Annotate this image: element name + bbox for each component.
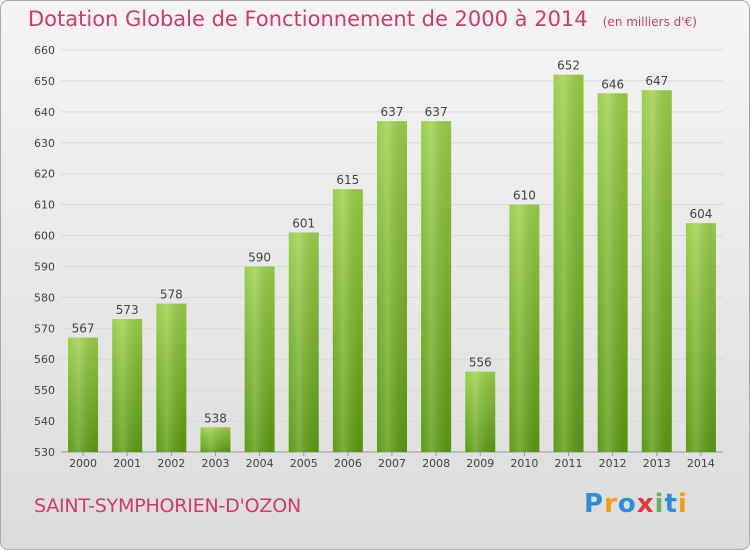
bar-sheen [68, 337, 99, 452]
y-tick-label: 530 [34, 446, 55, 459]
y-tick-label: 560 [34, 353, 55, 366]
y-tick-label: 590 [34, 260, 55, 273]
data-label: 567 [72, 322, 95, 336]
x-tick-label: 2011 [555, 457, 583, 470]
chart-unit: (en milliers d'€) [602, 15, 697, 29]
x-tick-label: 2013 [643, 457, 671, 470]
x-tick-label: 2010 [510, 457, 538, 470]
title-row: Dotation Globale de Fonctionnement de 20… [28, 7, 697, 31]
y-tick-label: 580 [34, 291, 55, 304]
x-tick-label: 2001 [113, 457, 141, 470]
y-tick-label: 630 [34, 137, 55, 150]
chart-title: Dotation Globale de Fonctionnement de 20… [28, 7, 588, 31]
data-label: 647 [645, 74, 668, 88]
y-tick-label: 550 [34, 384, 55, 397]
data-label: 652 [557, 59, 580, 73]
y-tick-label: 600 [34, 230, 55, 243]
x-tick-label: 2007 [378, 457, 406, 470]
y-tick-label: 660 [34, 44, 55, 57]
bar-sheen [597, 93, 628, 453]
y-tick-label: 620 [34, 168, 55, 181]
x-tick-label: 2014 [687, 457, 715, 470]
data-label: 646 [601, 77, 624, 91]
x-tick-label: 2005 [290, 457, 318, 470]
bar-sheen [288, 232, 319, 452]
proxiti-logo: Proxiti [584, 489, 688, 519]
bar-sheen [112, 319, 143, 452]
bar-sheen [332, 189, 363, 452]
bar-sheen [641, 90, 672, 452]
data-label: 573 [116, 303, 139, 317]
data-label: 615 [336, 173, 359, 187]
data-label: 601 [292, 216, 315, 230]
x-tick-label: 2006 [334, 457, 362, 470]
commune-name: SAINT-SYMPHORIEN-D'OZON [34, 495, 301, 517]
bar-sheen [465, 371, 496, 452]
x-tick-label: 2003 [201, 457, 229, 470]
bar-sheen [421, 121, 452, 452]
y-tick-label: 650 [34, 75, 55, 88]
y-tick-label: 610 [34, 199, 55, 212]
data-label: 604 [689, 207, 712, 221]
bar-sheen [553, 74, 584, 452]
data-label: 538 [204, 411, 227, 425]
data-label: 578 [160, 288, 183, 302]
x-tick-label: 2008 [422, 457, 450, 470]
x-tick-label: 2009 [466, 457, 494, 470]
data-label: 637 [425, 105, 448, 119]
bar-sheen [509, 204, 540, 452]
x-tick-label: 2004 [246, 457, 274, 470]
bar-sheen [685, 223, 716, 452]
data-label: 590 [248, 250, 271, 264]
data-label: 556 [469, 356, 492, 370]
y-tick-label: 540 [34, 415, 55, 428]
x-tick-label: 2002 [157, 457, 185, 470]
y-tick-label: 570 [34, 322, 55, 335]
bar-sheen [200, 427, 231, 452]
data-label: 610 [513, 189, 536, 203]
bar-sheen [377, 121, 407, 452]
data-label: 637 [381, 105, 404, 119]
bar-sheen [156, 303, 187, 452]
y-tick-label: 640 [34, 106, 55, 119]
x-tick-label: 2000 [69, 457, 97, 470]
bar-sheen [244, 266, 275, 452]
x-tick-label: 2012 [599, 457, 627, 470]
